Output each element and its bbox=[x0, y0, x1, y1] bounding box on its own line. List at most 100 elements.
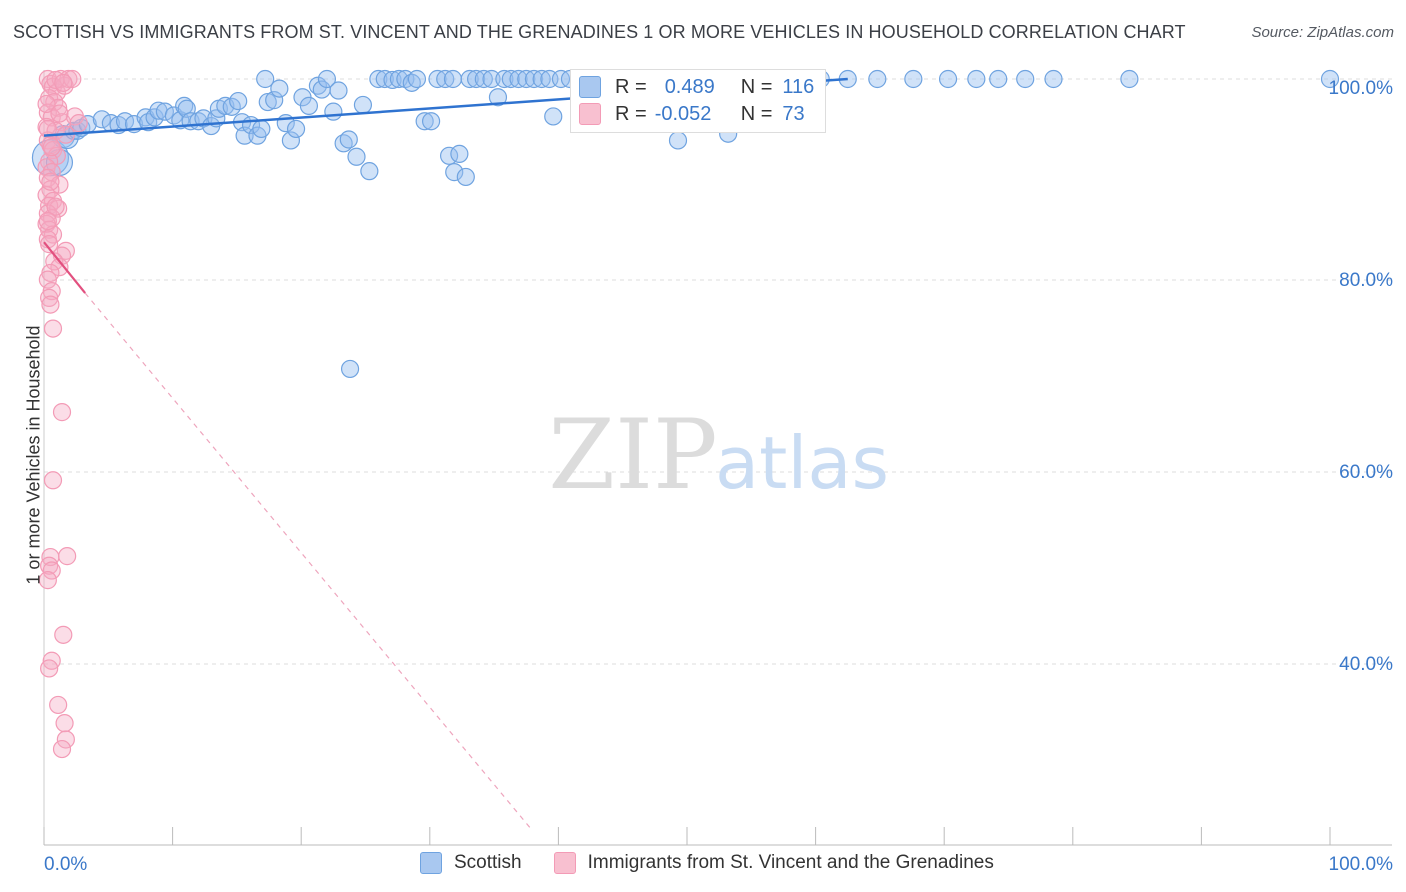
point-immigrants bbox=[38, 270, 57, 289]
watermark: ZIP atlas bbox=[548, 399, 889, 511]
point-immigrants bbox=[50, 258, 69, 277]
y-tick-label: 100.0% bbox=[1329, 78, 1394, 99]
y-tick-label: 40.0% bbox=[1339, 654, 1393, 675]
point-scottish bbox=[989, 69, 1008, 89]
point-scottish bbox=[466, 69, 486, 89]
point-immigrants bbox=[54, 73, 73, 92]
point-scottish bbox=[509, 69, 528, 89]
point-scottish bbox=[360, 162, 379, 181]
n-label: N = bbox=[740, 75, 773, 98]
point-scottish bbox=[256, 69, 275, 89]
point-immigrants bbox=[38, 571, 57, 590]
point-scottish bbox=[1120, 69, 1139, 89]
point-scottish bbox=[383, 70, 402, 90]
point-immigrants bbox=[40, 556, 59, 575]
watermark-atlas: atlas bbox=[715, 421, 889, 505]
r-label: R = bbox=[615, 102, 647, 125]
chart-title: SCOTTISH VS IMMIGRANTS FROM ST. VINCENT … bbox=[13, 22, 1186, 42]
point-scottish bbox=[904, 69, 923, 89]
point-immigrants bbox=[43, 471, 63, 490]
x-tick-label: 100.0% bbox=[1329, 854, 1394, 875]
tick-labels: 100.0% 80.0% 60.0% 40.0% 0.0% 100.0% bbox=[44, 78, 1393, 875]
point-immigrants bbox=[52, 739, 72, 759]
point-scottish bbox=[155, 102, 174, 121]
r-value-scottish: 0.489 bbox=[664, 75, 715, 98]
trend-extension-immigrants bbox=[84, 292, 531, 829]
n-label: N = bbox=[740, 102, 773, 125]
point-scottish bbox=[229, 91, 248, 111]
point-scottish bbox=[436, 69, 455, 89]
stats-row-immigrants: R = -0.052 N = 73 bbox=[579, 101, 805, 127]
watermark-zip: ZIP bbox=[548, 399, 717, 511]
point-scottish bbox=[265, 91, 284, 110]
point-immigrants bbox=[41, 295, 60, 314]
point-scottish bbox=[544, 107, 563, 126]
trend-line-immigrants bbox=[43, 241, 87, 294]
point-immigrants bbox=[45, 252, 64, 271]
point-scottish bbox=[194, 109, 213, 128]
point-scottish bbox=[281, 131, 301, 150]
point-scottish bbox=[532, 69, 551, 89]
point-scottish bbox=[450, 144, 469, 163]
point-scottish bbox=[407, 69, 427, 89]
y-tick-label: 60.0% bbox=[1339, 462, 1393, 483]
legend-label-scottish: Scottish bbox=[454, 852, 522, 873]
point-scottish bbox=[428, 69, 447, 89]
stats-box: R = 0.489 N = 116 R = -0.052 N = 73 bbox=[570, 69, 826, 133]
point-scottish bbox=[456, 167, 475, 187]
point-scottish bbox=[270, 79, 289, 98]
point-immigrants bbox=[56, 730, 75, 749]
point-scottish bbox=[868, 69, 887, 89]
point-immigrants bbox=[69, 114, 88, 133]
point-immigrants bbox=[42, 561, 61, 580]
r-label: R = bbox=[615, 75, 647, 98]
point-scottish bbox=[443, 69, 463, 89]
point-scottish bbox=[445, 163, 464, 182]
point-immigrants bbox=[50, 104, 69, 123]
source-label: Source: ZipAtlas.com bbox=[1251, 24, 1394, 41]
point-scottish bbox=[495, 69, 514, 89]
point-scottish bbox=[324, 102, 343, 121]
point-immigrants bbox=[46, 197, 65, 216]
legend-swatch-scottish bbox=[420, 852, 442, 874]
stats-row-scottish: R = 0.489 N = 116 bbox=[579, 74, 814, 100]
point-scottish bbox=[482, 69, 501, 89]
legend-item-scottish[interactable]: Scottish bbox=[420, 852, 522, 874]
point-scottish bbox=[668, 131, 688, 150]
point-immigrants bbox=[40, 288, 59, 307]
point-scottish bbox=[317, 69, 337, 89]
point-scottish bbox=[938, 69, 958, 89]
stats-swatch-immigrants bbox=[579, 103, 601, 125]
point-immigrants bbox=[40, 235, 59, 254]
point-immigrants bbox=[49, 199, 68, 218]
n-value-immigrants: 73 bbox=[782, 102, 805, 125]
point-scottish bbox=[967, 69, 986, 89]
legend-swatch-immigrants bbox=[553, 852, 576, 874]
x-tick-label: 0.0% bbox=[44, 854, 87, 875]
legend-item-immigrants[interactable]: Immigrants from St. Vincent and the Gren… bbox=[553, 852, 994, 874]
point-scottish bbox=[1320, 69, 1340, 89]
point-immigrants bbox=[49, 98, 68, 117]
gridlines bbox=[44, 78, 1392, 665]
point-immigrants bbox=[40, 659, 59, 678]
point-scottish bbox=[353, 95, 373, 115]
point-scottish bbox=[375, 69, 394, 89]
point-scottish bbox=[460, 69, 479, 89]
point-scottish bbox=[501, 69, 520, 89]
y-axis-label: 1 or more Vehicles in Household bbox=[23, 325, 44, 585]
n-value-scottish: 116 bbox=[782, 75, 815, 98]
point-scottish bbox=[415, 112, 434, 131]
point-scottish bbox=[329, 81, 348, 100]
point-immigrants bbox=[43, 319, 63, 338]
point-scottish bbox=[340, 359, 360, 379]
point-immigrants bbox=[58, 547, 77, 566]
point-scottish bbox=[175, 96, 194, 115]
point-scottish bbox=[474, 69, 493, 89]
point-immigrants bbox=[41, 172, 60, 191]
r-value-immigrants: -0.052 bbox=[654, 102, 712, 125]
point-immigrants bbox=[38, 211, 57, 231]
point-scottish bbox=[1044, 69, 1063, 89]
point-immigrants bbox=[49, 695, 68, 715]
point-scottish bbox=[92, 110, 111, 129]
